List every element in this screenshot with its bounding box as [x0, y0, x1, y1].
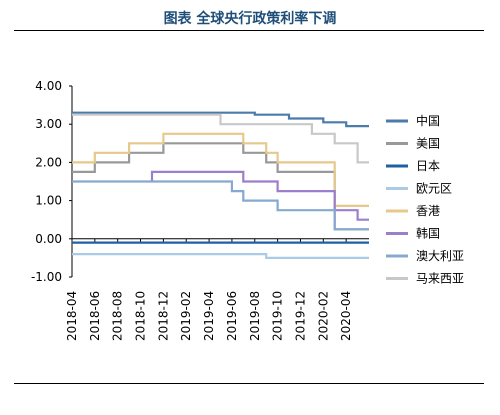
legend-label: 澳大利亚: [416, 249, 464, 263]
series-line: [72, 111, 369, 128]
x-tick-label: 2018-12: [156, 291, 170, 341]
y-tick-label: 3.00: [35, 117, 62, 131]
x-tick-label: 2020-04: [339, 291, 353, 341]
x-tick-label: 2019-02: [179, 291, 193, 341]
y-tick-label: 0.00: [35, 232, 62, 246]
legend-label: 中国: [416, 113, 440, 128]
y-tick-label: 4.00: [35, 79, 62, 93]
legend-label: 日本: [416, 159, 440, 173]
legend-label: 韩国: [416, 226, 440, 241]
bottom-divider: [14, 383, 484, 384]
legend-label: 香港: [416, 204, 440, 218]
series-line: [72, 253, 369, 259]
x-tick-label: 2018-04: [65, 291, 79, 341]
top-divider: [14, 30, 484, 31]
series-line: [72, 132, 369, 207]
x-tick-label: 2018-10: [134, 291, 148, 341]
y-tick-label: 2.00: [35, 155, 62, 169]
legend-label: 欧元区: [416, 182, 452, 196]
series-line: [72, 142, 369, 231]
legend-label: 美国: [416, 137, 440, 151]
series-line: [72, 113, 369, 164]
chart-title: 图表 全球央行政策利率下调: [163, 11, 337, 27]
y-tick-label: -1.00: [31, 270, 62, 284]
x-tick-label: 2019-12: [293, 291, 307, 341]
series-line: [72, 180, 369, 231]
x-tick-label: 2018-08: [111, 291, 125, 341]
x-tick-label: 2019-08: [248, 291, 262, 341]
series-line: [150, 170, 369, 221]
x-tick-label: 2020-02: [316, 291, 330, 341]
x-tick-label: 2019-10: [271, 291, 285, 341]
x-tick-label: 2019-06: [225, 291, 239, 341]
x-tick-label: 2018-06: [88, 291, 102, 341]
y-tick-label: 1.00: [35, 194, 62, 208]
x-tick-label: 2019-04: [202, 291, 216, 341]
legend-label: 马来西亚: [416, 272, 464, 286]
